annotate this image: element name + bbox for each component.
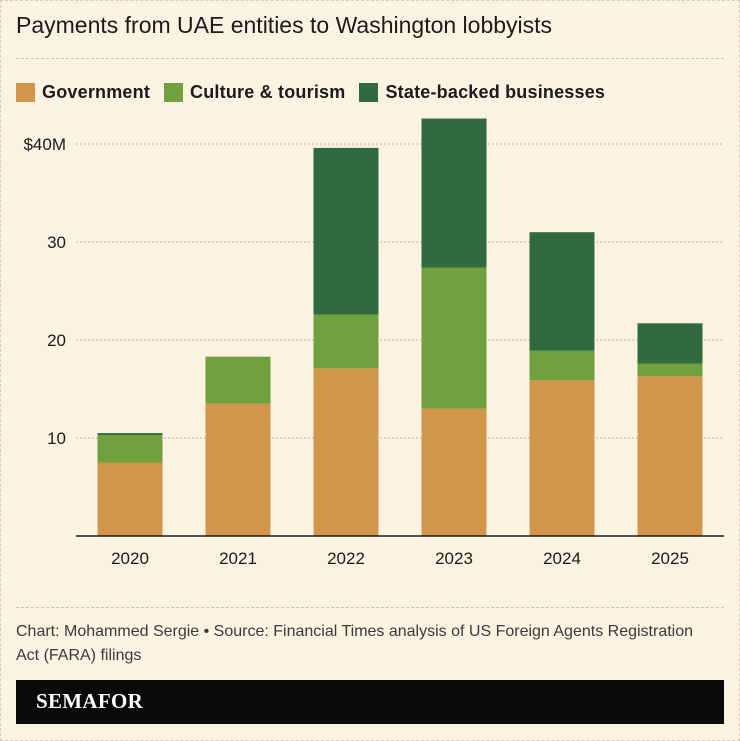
- y-tick-label: 20: [47, 331, 66, 350]
- chart-title: Payments from UAE entities to Washington…: [16, 12, 553, 38]
- legend-swatch-culture: [164, 83, 184, 102]
- footer-divider: [16, 607, 724, 608]
- legend-label-government: Government: [42, 82, 151, 102]
- bar-segment-culture: [205, 356, 271, 404]
- x-tick-label: 2021: [219, 549, 257, 568]
- bar-segment-business: [421, 118, 487, 268]
- legend-item-government: Government: [16, 82, 150, 103]
- bar-chart: 10 20 30 $40M 2020 2021 2022 2023 2024 2025: [23, 118, 724, 568]
- bar-segment-business: [313, 147, 379, 315]
- bar-segment-government: [529, 380, 595, 536]
- x-tick-label: 2024: [543, 549, 581, 568]
- legend-item-business: State-backed businesses: [359, 82, 605, 103]
- legend: Government Culture & tourism State-backe…: [16, 82, 605, 103]
- x-tick-label: 2020: [111, 549, 149, 568]
- bar-segment-culture: [637, 363, 703, 377]
- legend-swatch-government: [16, 83, 35, 102]
- x-tick-label: 2022: [327, 549, 365, 568]
- bar-segment-culture: [421, 267, 487, 409]
- brand-bar: SEMAFOR: [16, 680, 724, 724]
- bar-segment-government: [421, 408, 487, 536]
- legend-label-culture: Culture & tourism: [190, 82, 346, 102]
- bar-segment-business: [97, 433, 163, 436]
- bar-segment-government: [97, 462, 163, 536]
- bar-segment-government: [313, 368, 379, 536]
- bar-segment-culture: [313, 314, 379, 369]
- bar-segment-culture: [529, 350, 595, 381]
- bar-segment-government: [205, 403, 271, 536]
- bar-segment-business: [529, 232, 595, 351]
- legend-label-business: State-backed businesses: [385, 82, 606, 102]
- brand-logo: SEMAFOR: [36, 689, 144, 713]
- x-tick-label: 2025: [651, 549, 689, 568]
- title-divider: [16, 58, 724, 59]
- bar-segment-culture: [97, 435, 163, 463]
- y-tick-label: $40M: [23, 135, 66, 154]
- legend-item-culture: Culture & tourism: [164, 82, 345, 103]
- bar-segment-business: [637, 323, 703, 364]
- legend-swatch-business: [359, 83, 379, 102]
- source-credit: Chart: Mohammed Sergie • Source: Financi…: [16, 623, 694, 664]
- x-tick-label: 2023: [435, 549, 473, 568]
- y-tick-label: 30: [47, 233, 66, 252]
- bar-segment-government: [637, 376, 703, 536]
- y-tick-label: 10: [47, 429, 66, 448]
